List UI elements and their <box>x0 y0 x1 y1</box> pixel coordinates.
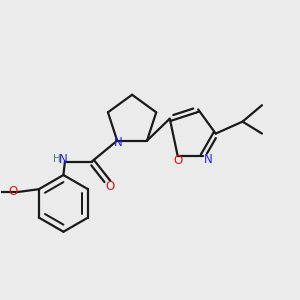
Text: O: O <box>173 154 182 167</box>
Text: N: N <box>114 136 122 149</box>
Text: O: O <box>9 185 18 198</box>
Text: O: O <box>105 181 114 194</box>
Text: H: H <box>53 154 60 164</box>
Text: N: N <box>59 153 68 166</box>
Text: N: N <box>204 153 213 166</box>
